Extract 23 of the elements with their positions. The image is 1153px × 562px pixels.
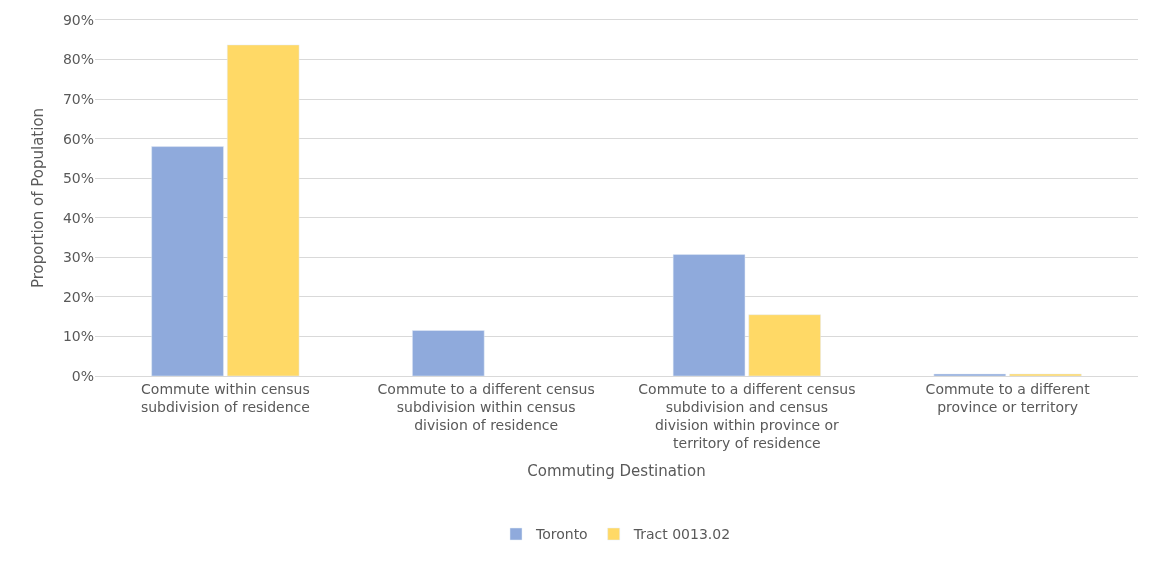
bar: [151, 146, 224, 376]
y-tick-label: 90%: [62, 11, 94, 28]
x-tick-label: Commute to a different census subdivision within census division of residence: [377, 380, 595, 434]
y-tick-label: 80%: [62, 51, 94, 68]
x-axis-title: Commuting Destination: [527, 462, 706, 481]
x-tick-label: Commute to a different census subdivision and census division within province or territory of residence: [638, 380, 856, 452]
y-tick-label: 70%: [62, 91, 94, 108]
y-tick-label: 30%: [62, 249, 94, 266]
legend-label: Toronto: [535, 526, 588, 543]
y-tick-label: 40%: [62, 209, 94, 226]
y-tick-label: 50%: [62, 170, 94, 187]
bar: [748, 314, 821, 376]
y-tick-label: 20%: [62, 288, 94, 305]
bar: [227, 44, 300, 376]
x-tick-label: Commute to a different province or territory: [925, 380, 1091, 415]
y-tick-label: 60%: [62, 130, 94, 147]
bar: [672, 254, 746, 376]
y-tick-label: 0%: [71, 367, 94, 384]
y-axis-title: Proportion of Population: [29, 107, 48, 289]
x-tick-label: Commute within census subdivision of residence: [140, 380, 310, 415]
y-tick-label: 10%: [62, 328, 94, 345]
legend-label: Tract 0013.02: [632, 526, 731, 543]
bar: [412, 330, 485, 376]
